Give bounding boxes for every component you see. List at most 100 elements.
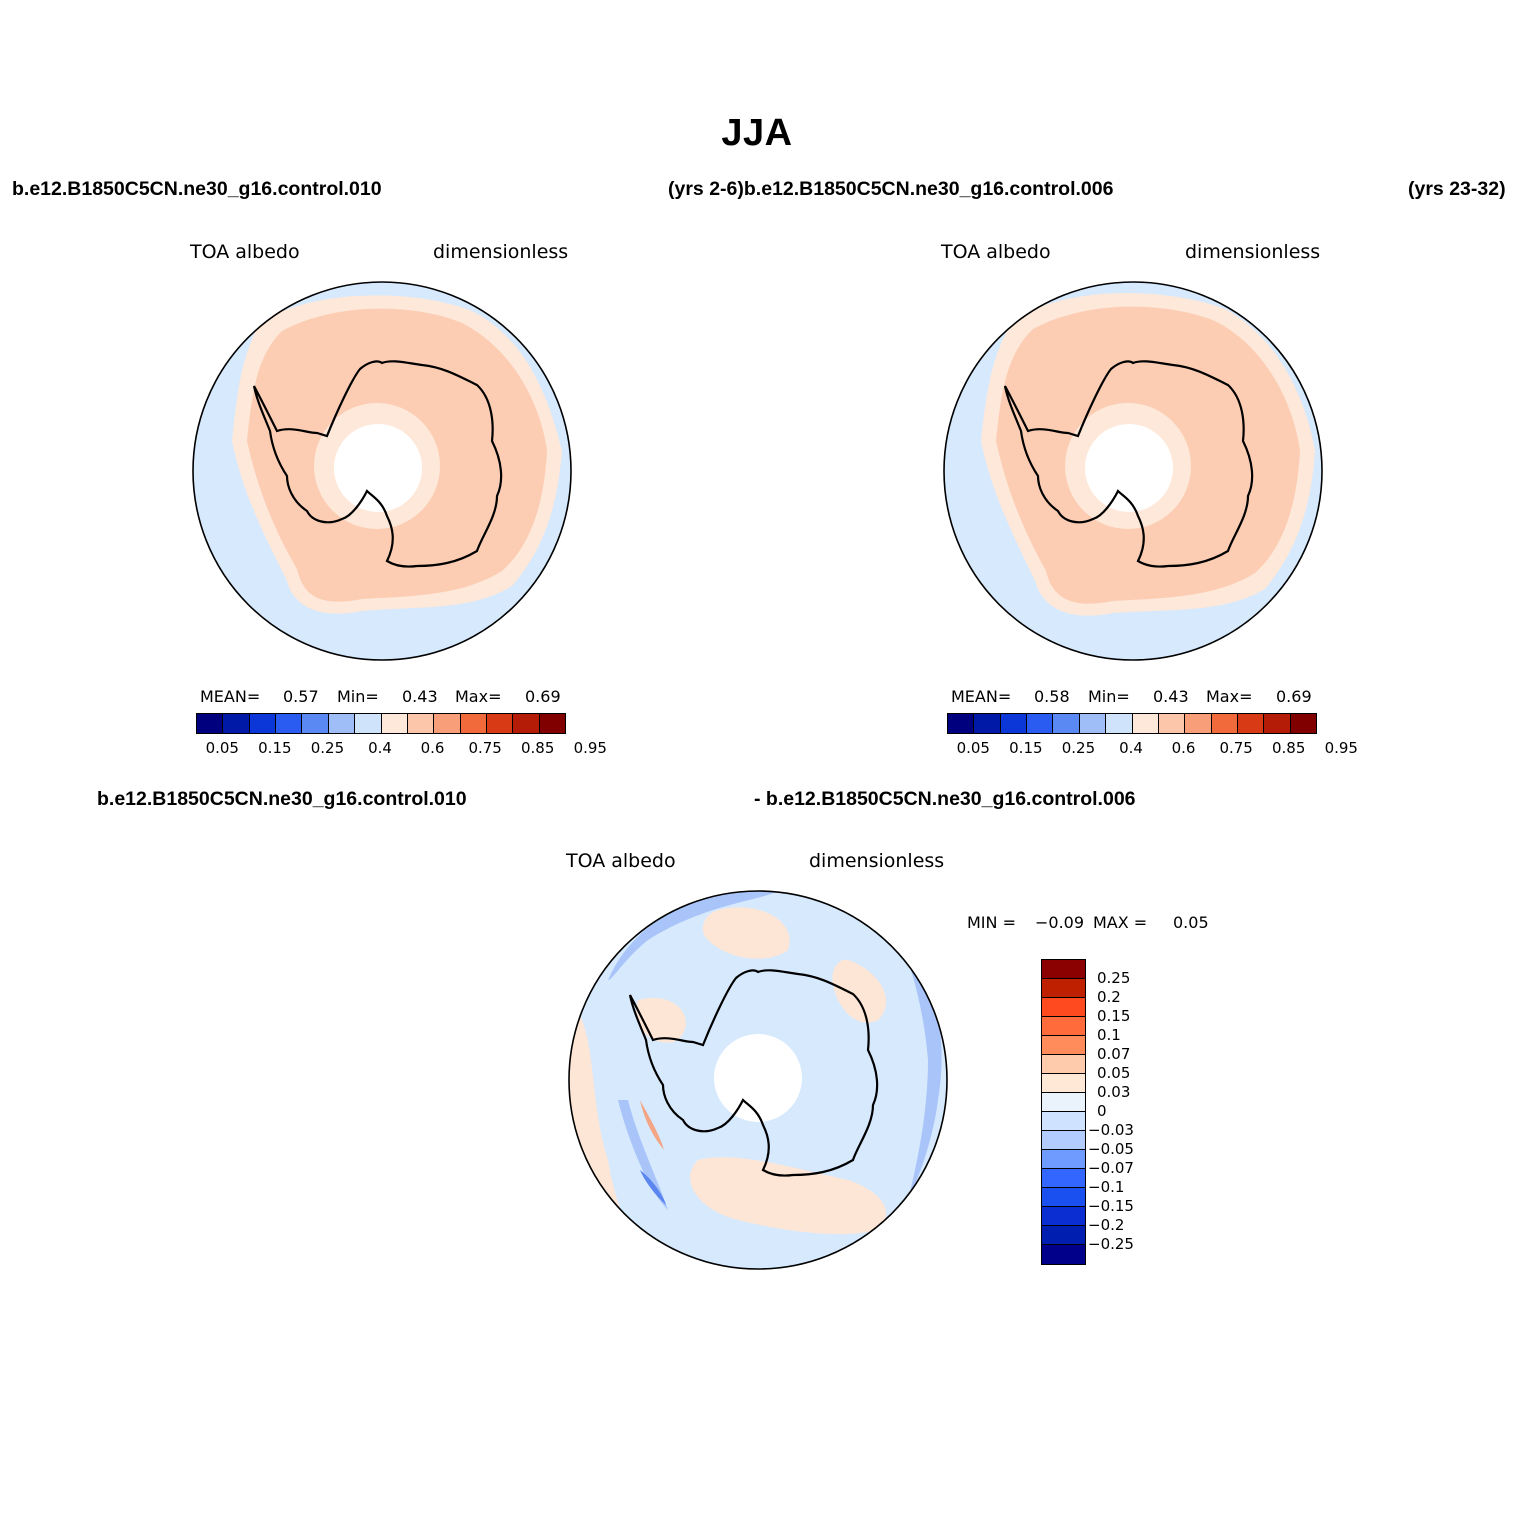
- diff-colorbar-swatch: [1042, 1112, 1085, 1131]
- colorbar-tick-label: 0.6: [1171, 739, 1196, 757]
- colorbar-tick-label: 0.25: [310, 739, 345, 757]
- diff-colorbar-tick-label: 0: [1097, 1102, 1107, 1120]
- colorbar-swatch: [223, 714, 250, 733]
- panel1-units: dimensionless: [433, 241, 569, 263]
- colorbar-swatch: [1053, 714, 1080, 733]
- map-panel1: [192, 281, 572, 661]
- colorbar-tick-label: 0.4: [1119, 739, 1143, 757]
- colorbar-panel2: [947, 713, 1317, 734]
- negative-anomaly-band-southwest: [618, 1100, 668, 1210]
- diff-max-label: MAX =: [1093, 913, 1148, 932]
- colorbar-tick-label: 0.05: [956, 739, 990, 757]
- positive-anomaly-region-south: [690, 1157, 887, 1235]
- diff-colorbar-tick-label: 0.25: [1097, 969, 1131, 987]
- diff-colorbar: [1041, 959, 1086, 1265]
- diff-colorbar-swatch: [1042, 1074, 1085, 1093]
- diff-colorbar-tick-label: 0.2: [1097, 988, 1121, 1006]
- panel1-variable: TOA albedo: [190, 241, 300, 263]
- pole-hole: [1085, 424, 1173, 512]
- diff-min-value: −0.09: [1035, 913, 1085, 932]
- colorbar-swatch: [1290, 714, 1317, 733]
- antarctica-coastline: [1003, 360, 1254, 568]
- strong-positive-anomaly-core: [640, 1100, 664, 1150]
- colorbar-swatch: [974, 714, 1001, 733]
- diff-colorbar-tick-label: −0.25: [1088, 1235, 1134, 1253]
- diff-case2-label: - b.e12.B1850C5CN.ne30_g16.control.006: [754, 788, 1136, 810]
- diff-colorbar-tick-label: −0.2: [1088, 1216, 1125, 1234]
- diff-colorbar-swatch: [1042, 1093, 1085, 1112]
- panel2-max-value: 0.69: [1276, 687, 1312, 706]
- colorbar-tick-label: 0.75: [1219, 739, 1253, 757]
- diff-colorbar-tick-label: −0.05: [1088, 1140, 1134, 1158]
- map-boundary: [568, 890, 948, 1270]
- case1-label: b.e12.B1850C5CN.ne30_g16.control.010: [12, 178, 382, 200]
- diff-colorbar-swatch: [1042, 1207, 1085, 1226]
- antarctica-coastline: [628, 969, 879, 1177]
- colorbar-swatch: [1264, 714, 1291, 733]
- positive-anomaly-region-north: [702, 907, 790, 959]
- colorbar-tick-label: 0.4: [368, 739, 392, 757]
- diff-colorbar-swatch: [1042, 960, 1085, 979]
- colorbar-swatch: [1211, 714, 1238, 733]
- pole-hole: [334, 424, 422, 512]
- diff-colorbar-swatch: [1042, 1226, 1085, 1245]
- diff-colorbar-tick-label: 0.05: [1097, 1064, 1131, 1082]
- colorbar-tick-label: 0.15: [1009, 739, 1043, 757]
- colorbar-swatch: [328, 714, 356, 733]
- panel1-min-label: Min=: [337, 687, 379, 706]
- colorbar-swatch: [1158, 714, 1186, 733]
- colorbar-panel2-ticks: 0.05 0.15 0.25 0.4 0.6 0.75 0.85 0.95: [947, 739, 1358, 759]
- colorbar-tick-label: 0.05: [205, 739, 239, 757]
- diff-colorbar-swatch: [1042, 1131, 1085, 1150]
- case2-label: (yrs 2-6)b.e12.B1850C5CN.ne30_g16.contro…: [668, 178, 1114, 200]
- colorbar-swatch: [460, 714, 487, 733]
- colorbar-swatch: [355, 714, 382, 733]
- diff-colorbar-swatch: [1042, 1017, 1085, 1036]
- colorbar-swatch: [276, 714, 303, 733]
- map-diff: [568, 890, 948, 1270]
- colorbar-swatch: [1106, 714, 1133, 733]
- diff-colorbar-tick-label: −0.07: [1088, 1159, 1134, 1177]
- panel1-mean-label: MEAN=: [200, 687, 261, 706]
- colorbar-swatch: [249, 714, 277, 733]
- diff-colorbar-tick-label: 0.07: [1097, 1045, 1131, 1063]
- panel2-variable: TOA albedo: [941, 241, 1051, 263]
- panel2-mean-value: 0.58: [1034, 687, 1070, 706]
- colorbar-tick-label: 0.25: [1061, 739, 1096, 757]
- colorbar-tick-label: 0.95: [1324, 739, 1358, 757]
- colorbar-panel1-ticks: 0.05 0.15 0.25 0.4 0.6 0.75 0.85 0.95: [196, 739, 607, 759]
- diff-colorbar-tick-label: −0.15: [1088, 1197, 1134, 1215]
- colorbar-swatch: [486, 714, 514, 733]
- colorbar-swatch: [434, 714, 461, 733]
- diff-colorbar-swatch: [1042, 1169, 1085, 1188]
- diff-colorbar-swatch: [1042, 1036, 1085, 1055]
- panel2-min-label: Min=: [1088, 687, 1130, 706]
- colorbar-swatch: [1079, 714, 1107, 733]
- negative-anomaly-core-southwest: [640, 1170, 666, 1205]
- map-panel2: [943, 281, 1323, 661]
- panel1-min-value: 0.43: [402, 687, 438, 706]
- panel1-max-value: 0.69: [525, 687, 561, 706]
- panel2-units: dimensionless: [1185, 241, 1321, 263]
- colorbar-tick-label: 0.85: [1272, 739, 1306, 757]
- map-boundary: [943, 281, 1323, 661]
- diff-colorbar-swatch: [1042, 1245, 1085, 1264]
- colorbar-tick-label: 0.15: [258, 739, 292, 757]
- map-boundary: [192, 281, 572, 661]
- pole-hole: [714, 1034, 802, 1122]
- diff-colorbar-swatch: [1042, 1055, 1085, 1074]
- panel2-max-label: Max=: [1206, 687, 1253, 706]
- panel2-min-value: 0.43: [1153, 687, 1189, 706]
- diff-max-value: 0.05: [1173, 913, 1209, 932]
- panel1-mean-value: 0.57: [283, 687, 319, 706]
- diff-colorbar-swatch: [1042, 1188, 1085, 1207]
- diff-colorbar-tick-label: 0.03: [1097, 1083, 1131, 1101]
- colorbar-swatch: [302, 714, 329, 733]
- panel2-mean-label: MEAN=: [951, 687, 1012, 706]
- panel1-max-label: Max=: [455, 687, 502, 706]
- colorbar-swatch: [1237, 714, 1265, 733]
- diff-colorbar-tick-label: −0.1: [1088, 1178, 1125, 1196]
- diff-min-label: MIN =: [967, 913, 1016, 932]
- diff-colorbar-swatch: [1042, 979, 1085, 998]
- negative-anomaly-band-north: [608, 891, 778, 980]
